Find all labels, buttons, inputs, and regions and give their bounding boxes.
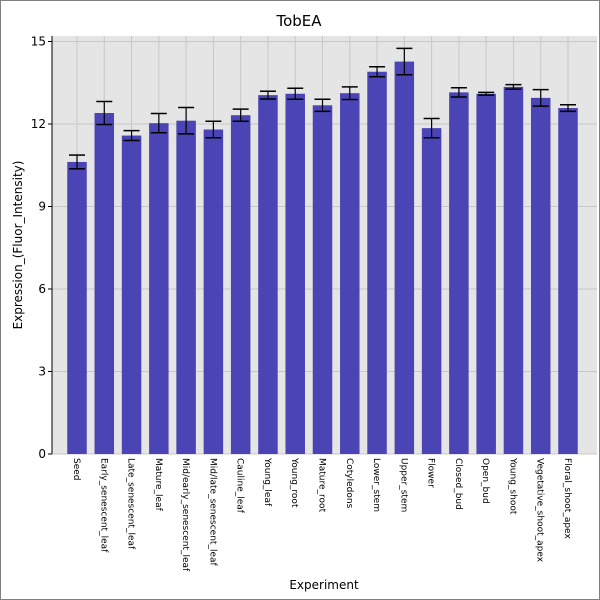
- bar: [503, 86, 524, 454]
- error-bar: [96, 100, 113, 126]
- bar: [312, 105, 333, 455]
- y-tick-label: 6: [38, 282, 46, 296]
- bar: [149, 123, 169, 455]
- error-bar: [369, 66, 386, 78]
- y-tick-label: 12: [31, 117, 46, 131]
- x-tick-label: Mature_root: [317, 458, 327, 513]
- error-bar: [287, 87, 304, 100]
- x-tick-label: Mature_leaf: [153, 458, 163, 512]
- y-axis: 0 3 6 9 12 15: [31, 35, 53, 461]
- bar: [121, 135, 142, 455]
- bars: [67, 61, 578, 455]
- x-tick-label: Young_root: [289, 457, 299, 508]
- x-tick-label: Cotyledons: [344, 458, 354, 509]
- x-tick-label: Closed_bud: [453, 458, 463, 510]
- x-tick-label: Flower: [426, 458, 436, 488]
- error-bar: [123, 129, 140, 142]
- error-bar: [150, 112, 167, 134]
- bar: [530, 97, 551, 454]
- x-tick-label: Seed: [71, 458, 81, 481]
- x-tick-label: Upper_stem: [398, 458, 408, 512]
- error-bar: [396, 47, 413, 76]
- x-axis: Seed Early_senescent_leaf Late_senescent_l…: [71, 457, 572, 572]
- bar: [394, 61, 415, 454]
- bar: [449, 92, 469, 454]
- bar: [285, 93, 305, 454]
- x-tick-label: Young_leaf: [262, 457, 272, 507]
- error-bar: [232, 108, 249, 122]
- error-bar: [505, 83, 522, 90]
- bar: [367, 71, 387, 454]
- error-bar: [205, 120, 222, 139]
- bar: [230, 115, 251, 454]
- x-tick-label: Cauline_leaf: [235, 458, 245, 514]
- bar: [67, 161, 87, 454]
- y-tick-label: 15: [31, 35, 46, 49]
- error-bars: [69, 47, 576, 170]
- error-bar: [560, 104, 576, 113]
- x-tick-label: Open_bud: [480, 458, 490, 504]
- x-tick-label: Young_shoot: [507, 457, 517, 515]
- x-tick-label: Mid/early_senescent_leaf: [180, 458, 190, 572]
- x-tick-label: Lower_stem: [371, 458, 381, 512]
- y-tick-label: 3: [38, 365, 46, 379]
- x-tick-label: Mid/late_senescent_leaf: [207, 458, 217, 567]
- error-bar: [450, 86, 467, 98]
- bar: [94, 113, 115, 454]
- error-bar: [478, 91, 495, 96]
- y-tick-label: 0: [38, 447, 46, 461]
- error-bar: [259, 90, 276, 100]
- error-bar: [314, 98, 331, 113]
- error-bar: [178, 106, 195, 135]
- bar: [421, 128, 442, 454]
- bar: [258, 95, 278, 454]
- x-tick-label: Vegetative_shoot_apex: [535, 458, 545, 563]
- y-axis-label: Expression_(Fluor_Intensity): [11, 161, 25, 330]
- bar: [558, 108, 578, 455]
- error-bar: [69, 154, 85, 170]
- bar: [476, 93, 496, 454]
- x-tick-label: Floral_shoot_apex: [562, 458, 572, 539]
- error-bar: [341, 86, 358, 101]
- x-tick-label: Late_senescent_leaf: [126, 458, 136, 550]
- x-axis-label: Experiment: [289, 578, 359, 592]
- y-tick-label: 9: [38, 200, 46, 214]
- x-tick-label: Early_senescent_leaf: [98, 458, 108, 553]
- error-bar: [423, 117, 440, 139]
- chart-title: TobEA: [275, 12, 322, 30]
- bar: [203, 129, 224, 454]
- error-bar: [532, 88, 549, 107]
- bar: [340, 93, 360, 454]
- bar: [176, 120, 196, 454]
